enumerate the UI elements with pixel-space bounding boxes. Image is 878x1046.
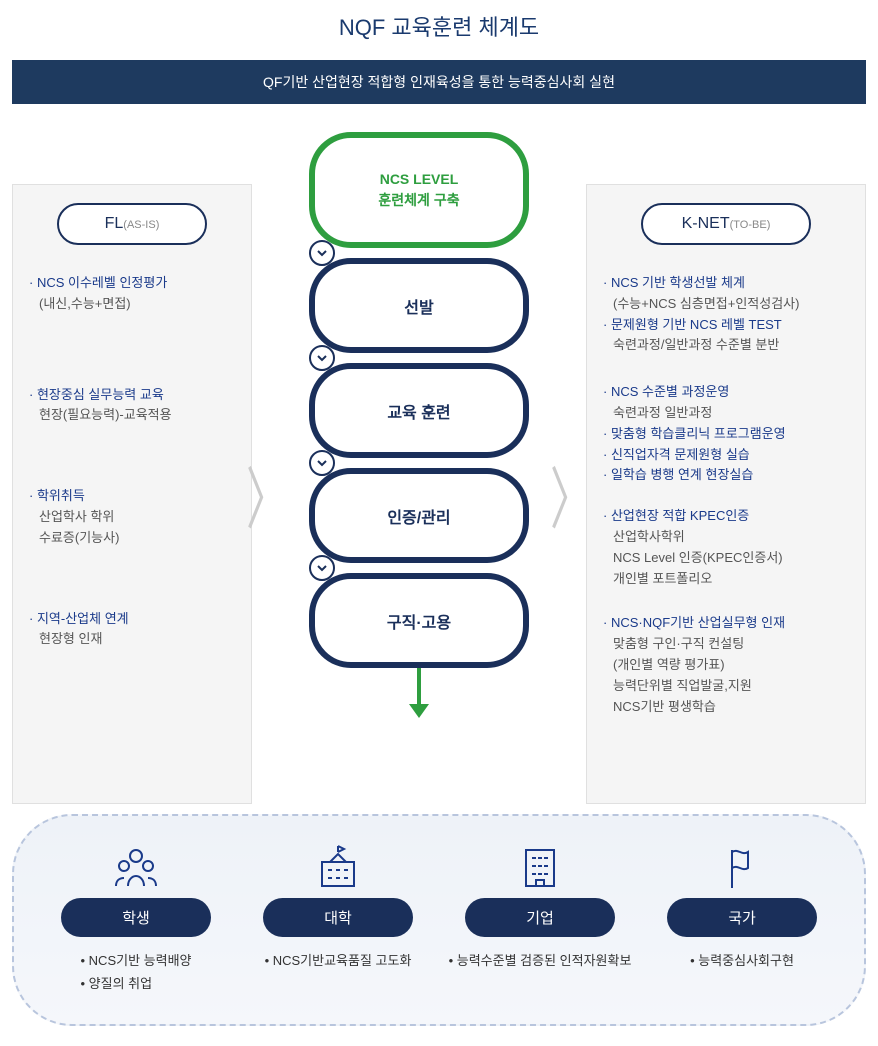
main-grid: FL(AS-IS) NCS 이수레벨 인정평가(내신,수능+면접) 현장중심 실무… [12, 132, 866, 804]
section-sub: NCS Level 인증(KPEC인증서) [603, 548, 849, 569]
section-sub: 맞춤형 구인·구직 컨설팅 [603, 634, 849, 655]
bottom-pill: 기업 [465, 898, 615, 937]
building-icon [520, 840, 560, 890]
center-column: NCS LEVEL 훈련체계 구축 선발교육 훈련인증/관리구직·고용 [282, 132, 556, 724]
connector-circle [309, 450, 335, 476]
section-sub: 산업학사학위 [603, 527, 849, 548]
chevron-left-col: 〉 [252, 184, 282, 804]
left-section: 지역-산업체 연계현장형 인재 [29, 609, 235, 651]
bottom-col: 대학 NCS기반교육품질 고도화 [246, 840, 430, 996]
bottom-bullet: 양질의 취업 [81, 972, 192, 995]
bottom-bullet: 능력중심사회구현 [690, 949, 794, 972]
connector-circle [309, 345, 335, 371]
right-header-text: K-NET [682, 215, 730, 232]
right-section: 산업현장 적합 KPEC인증산업학사학위NCS Level 인증(KPEC인증서… [603, 506, 849, 589]
down-arrow-icon [409, 668, 429, 718]
left-header-text: FL [105, 215, 124, 232]
section-sub: 산업학사 학위 [29, 507, 235, 528]
chevron-down-icon [316, 352, 328, 364]
section-lead: NCS·NQF기반 산업실무형 인재 [603, 613, 849, 634]
right-section: NCS·NQF기반 산업실무형 인재맞춤형 구인·구직 컨설팅(개인별 역량 평… [603, 613, 849, 717]
connector-circle [309, 555, 335, 581]
school-icon [316, 840, 360, 890]
right-header-sub: (TO-BE) [730, 219, 771, 231]
chevron-right-icon: 〉 [550, 445, 592, 543]
section-lead: 현장중심 실무능력 교육 [29, 385, 235, 406]
chevron-right-icon: 〉 [246, 445, 288, 543]
right-header-pill: K-NET(TO-BE) [641, 203, 811, 245]
stage-top: NCS LEVEL 훈련체계 구축 [309, 132, 529, 248]
bottom-bullet: NCS기반교육품질 고도화 [265, 949, 412, 972]
left-section: 현장중심 실무능력 교육현장(필요능력)-교육적용 [29, 385, 235, 427]
section-lead: 지역-산업체 연계 [29, 609, 235, 630]
flag-icon [722, 840, 762, 890]
bottom-col: 국가능력중심사회구현 [650, 840, 834, 996]
section-lead: 일학습 병행 연계 현장실습 [603, 465, 849, 486]
right-panel: K-NET(TO-BE) NCS 기반 학생선발 체계(수능+NCS 심층면접+… [586, 184, 866, 804]
bottom-pill: 국가 [667, 898, 817, 937]
section-sub: 개인별 포트폴리오 [603, 569, 849, 590]
stage-box: 인증/관리 [309, 468, 529, 563]
left-section: NCS 이수레벨 인정평가(내신,수능+면접) [29, 273, 235, 315]
chevron-down-icon [316, 247, 328, 259]
bottom-list: NCS기반 능력배양양질의 취업 [81, 949, 192, 996]
chevron-down-icon [316, 562, 328, 574]
stage-top-line2: 훈련체계 구축 [378, 190, 459, 211]
bottom-bullet: NCS기반 능력배양 [81, 949, 192, 972]
section-sub: NCS기반 평생학습 [603, 697, 849, 718]
left-header-pill: FL(AS-IS) [57, 203, 207, 245]
left-section: 학위취득산업학사 학위수료증(기능사) [29, 486, 235, 548]
left-panel: FL(AS-IS) NCS 이수레벨 인정평가(내신,수능+면접) 현장중심 실무… [12, 184, 252, 804]
bottom-col: 학생 NCS기반 능력배양양질의 취업 [44, 840, 228, 996]
section-lead: 문제원형 기반 NCS 레벨 TEST [603, 315, 849, 336]
section-lead: NCS 기반 학생선발 체계 [603, 273, 849, 294]
chevron-down-icon [316, 457, 328, 469]
stage-box: 교육 훈련 [309, 363, 529, 458]
stage-box: 선발 [309, 258, 529, 353]
section-lead: NCS 이수레벨 인정평가 [29, 273, 235, 294]
subtitle-banner: QF기반 산업현장 적합형 인재육성을 통한 능력중심사회 실현 [12, 60, 866, 104]
section-lead: 학위취득 [29, 486, 235, 507]
section-sub: (개인별 역량 평가표) [603, 655, 849, 676]
bottom-zone: 학생 NCS기반 능력배양양질의 취업 대학 NCS기반교육품질 고도화 기업능력수준별… [12, 814, 866, 1026]
section-sub: 숙련과정/일반과정 수준별 분반 [603, 335, 849, 356]
bottom-pill: 대학 [263, 898, 413, 937]
section-sub: 숙련과정 일반과정 [603, 403, 849, 424]
bottom-list: 능력수준별 검증된 인적자원확보 [449, 949, 632, 972]
page-title: NQF 교육훈련 체계도 [12, 10, 866, 42]
section-sub: 수료증(기능사) [29, 528, 235, 549]
section-sub: 능력단위별 직업발굴,지원 [603, 676, 849, 697]
section-sub: (수능+NCS 심층면접+인적성검사) [603, 294, 849, 315]
chevron-right-col: 〉 [556, 184, 586, 804]
people-icon [112, 840, 160, 890]
bottom-col: 기업능력수준별 검증된 인적자원확보 [448, 840, 632, 996]
section-sub: (내신,수능+면접) [29, 294, 235, 315]
stage-box: 구직·고용 [309, 573, 529, 668]
right-section: NCS 기반 학생선발 체계(수능+NCS 심층면접+인적성검사)문제원형 기반… [603, 273, 849, 356]
stage-top-line1: NCS LEVEL [380, 169, 459, 190]
section-lead: NCS 수준별 과정운영 [603, 382, 849, 403]
left-header-sub: (AS-IS) [123, 219, 159, 231]
section-sub: 현장(필요능력)-교육적용 [29, 405, 235, 426]
bottom-pill: 학생 [61, 898, 211, 937]
right-section: NCS 수준별 과정운영숙련과정 일반과정맞춤형 학습클리닉 프로그램운영신직업… [603, 382, 849, 486]
bottom-list: NCS기반교육품질 고도화 [265, 949, 412, 972]
section-lead: 산업현장 적합 KPEC인증 [603, 506, 849, 527]
section-lead: 맞춤형 학습클리닉 프로그램운영 [603, 424, 849, 445]
bottom-bullet: 능력수준별 검증된 인적자원확보 [449, 949, 632, 972]
section-sub: 현장형 인재 [29, 629, 235, 650]
connector-circle [309, 240, 335, 266]
bottom-list: 능력중심사회구현 [690, 949, 794, 972]
section-lead: 신직업자격 문제원형 실습 [603, 445, 849, 466]
